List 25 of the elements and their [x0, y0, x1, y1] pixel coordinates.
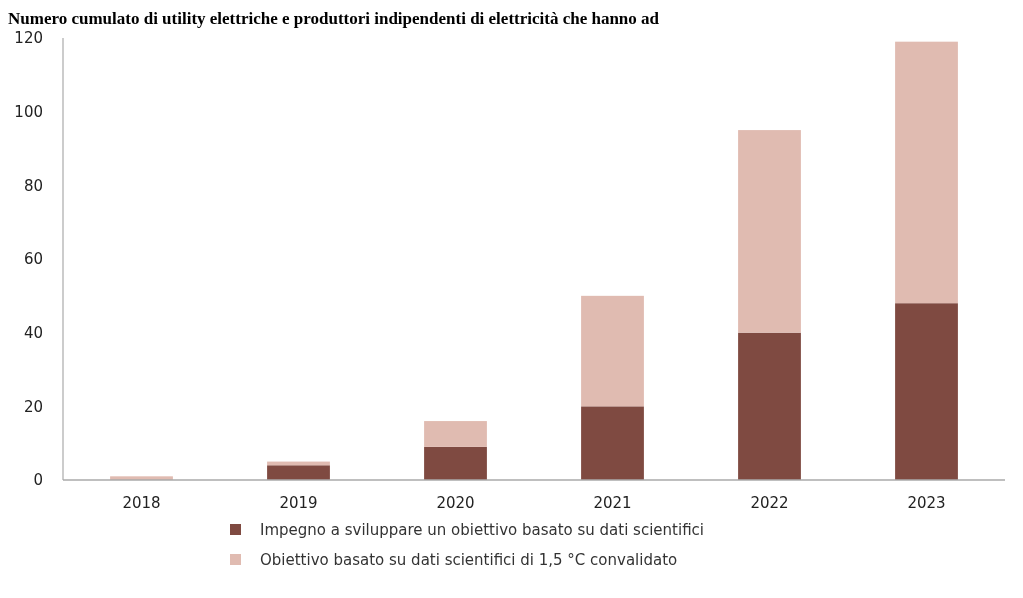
y-tick-label: 60: [23, 250, 43, 269]
x-tick-label: 2019: [279, 494, 318, 512]
x-tick-label: 2023: [907, 494, 946, 512]
legend-label: Impegno a sviluppare un obiettivo basato su dati scientifici: [260, 521, 704, 540]
bar: [581, 295, 644, 407]
y-tick-label: 100: [14, 102, 43, 121]
bar: [738, 332, 801, 480]
y-tick-label: 20: [23, 397, 43, 416]
legend-label: Obiettivo basato su dati scientifici di 1,5 °C convalidato: [260, 551, 678, 570]
bar: [267, 465, 330, 480]
x-tick-label: 2018: [122, 494, 161, 512]
x-tick-label: 2020: [436, 494, 475, 512]
y-tick-label: 120: [14, 29, 43, 48]
y-tick-label: 80: [23, 176, 43, 195]
bar: [424, 446, 487, 480]
bar: [738, 130, 801, 333]
bar: [424, 421, 487, 447]
y-tick-label: 0: [33, 471, 43, 490]
bar: [581, 406, 644, 480]
bar: [895, 303, 958, 480]
bar: [895, 41, 958, 304]
chart-title: Numero cumulato di utility elettriche e produttori indipendenti di elettricità che hanno ad: [8, 9, 660, 28]
y-tick-label: 40: [23, 323, 43, 342]
x-tick-label: 2022: [750, 494, 789, 512]
x-tick-label: 2021: [593, 494, 632, 512]
